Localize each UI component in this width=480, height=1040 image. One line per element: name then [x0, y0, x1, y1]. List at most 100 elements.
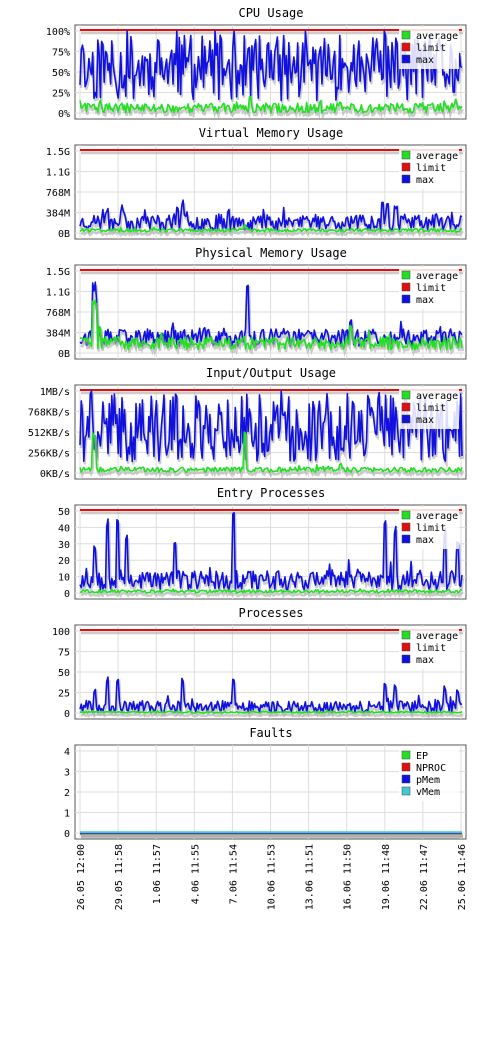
legend-label: max	[416, 415, 434, 426]
x-tick-label: 25.06 11:46	[457, 844, 468, 910]
y-tick-label: 384M	[46, 329, 70, 340]
chart-panel-2: Physical Memory Usage 1.5G 1.1G 768M 384M 0B a…	[46, 246, 467, 360]
legend-swatch-average	[401, 390, 411, 400]
series-line-max	[79, 281, 463, 348]
x-tick-label: 10.06 11:53	[267, 844, 278, 910]
legend-swatch-limit	[401, 522, 411, 532]
y-tick-label: 3	[64, 768, 70, 779]
legend-swatch-limit	[401, 162, 411, 172]
y-tick-label: 768M	[46, 308, 70, 319]
y-tick-label: 2	[64, 788, 70, 799]
y-tick-label: 4	[64, 747, 70, 758]
legend-label: vMem	[416, 787, 440, 798]
legend-label: max	[416, 55, 434, 66]
y-tick-label: 50%	[52, 68, 70, 79]
legend-swatch-limit	[401, 402, 411, 412]
y-tick-label: 25%	[52, 89, 70, 100]
legend-swatch-limit	[401, 282, 411, 292]
x-tick-label: 13.06 11:51	[305, 844, 316, 910]
x-tick-label: 7.06 11:54	[228, 844, 239, 904]
legend-label: limit	[416, 283, 446, 294]
x-tick-label: 4.06 11:55	[190, 844, 201, 904]
series-line-average	[79, 95, 463, 114]
legend-swatch-average	[401, 30, 411, 40]
legend-swatch-max	[401, 534, 411, 544]
legend-label: NPROC	[416, 763, 446, 774]
y-tick-label: 50	[58, 507, 70, 518]
chart-title: Virtual Memory Usage	[199, 126, 344, 140]
y-tick-label: 100	[52, 627, 70, 638]
y-tick-label: 384M	[46, 209, 70, 220]
y-tick-label: 512KB/s	[28, 428, 70, 439]
y-tick-label: 0B	[58, 349, 70, 360]
legend-swatch-max	[401, 174, 411, 184]
legend-swatch-max	[401, 414, 411, 424]
y-tick-label: 768M	[46, 188, 70, 199]
y-tick-label: 1.1G	[46, 288, 70, 299]
y-tick-label: 20	[58, 556, 70, 567]
series-line-average	[79, 299, 463, 351]
y-tick-label: 40	[58, 523, 70, 534]
series-shadow	[80, 226, 464, 238]
y-tick-label: 10	[58, 573, 70, 584]
legend-swatch-limit	[401, 42, 411, 52]
legend-label: max	[416, 535, 434, 546]
y-tick-label: 0KB/s	[40, 469, 70, 480]
x-tick-label: 26.05 12:00	[76, 844, 87, 910]
x-tick-label: 29.05 11:58	[114, 844, 125, 910]
legend-label: max	[416, 175, 434, 186]
x-tick-label: 1.06 11:57	[152, 844, 163, 904]
y-tick-label: 1	[64, 809, 70, 820]
y-tick-label: 0	[64, 589, 70, 600]
y-tick-label: 1.5G	[46, 147, 70, 158]
legend-label: limit	[416, 523, 446, 534]
y-tick-label: 768KB/s	[28, 408, 70, 419]
series-shadow	[79, 33, 464, 104]
series-line-average	[79, 224, 463, 233]
legend-label: pMem	[416, 775, 440, 786]
legend-swatch-average	[401, 630, 411, 640]
legend-label: average	[416, 631, 458, 642]
y-tick-label: 75%	[52, 48, 70, 59]
chart-panel-4: Entry Processes 50 40 30 20 10 0 averagelimitma…	[58, 486, 467, 600]
y-tick-label: 50	[58, 668, 70, 679]
legend-label: average	[416, 271, 458, 282]
series-line-max	[79, 199, 463, 231]
chart-title: CPU Usage	[238, 6, 303, 20]
chart-title: Faults	[249, 726, 292, 740]
legend-label: average	[416, 391, 458, 402]
legend-label: average	[416, 151, 458, 162]
y-tick-label: 100%	[46, 27, 70, 38]
legend-swatch-average	[401, 150, 411, 160]
legend-label: limit	[416, 43, 446, 54]
chart-panel-3: Input/Output Usage 1MB/s 768KB/s 512KB/s 256…	[28, 366, 467, 480]
y-tick-label: 0B	[58, 229, 70, 240]
y-tick-label: 1.1G	[46, 168, 70, 179]
x-tick-label: 22.06 11:47	[419, 844, 430, 910]
chart-panel-1: Virtual Memory Usage 1.5G 1.1G 768M 384M 0B av…	[46, 126, 467, 240]
y-tick-label: 256KB/s	[28, 449, 70, 460]
series-shadow	[80, 588, 464, 599]
legend-swatch-average	[401, 510, 411, 520]
series-line-max	[79, 30, 463, 102]
legend-swatch-average	[401, 270, 411, 280]
legend-swatch-limit	[401, 642, 411, 652]
legend-swatch-vMem	[401, 786, 411, 796]
legend-label: max	[416, 655, 434, 666]
y-tick-label: 1.5G	[46, 267, 70, 278]
legend-label: limit	[416, 163, 446, 174]
legend-label: average	[416, 511, 458, 522]
legend-label: limit	[416, 403, 446, 414]
chart-title: Entry Processes	[217, 486, 325, 500]
legend-label: max	[416, 295, 434, 306]
x-tick-label: 19.06 11:48	[381, 844, 392, 910]
series-line-max	[79, 511, 463, 591]
y-tick-label: 30	[58, 540, 70, 551]
